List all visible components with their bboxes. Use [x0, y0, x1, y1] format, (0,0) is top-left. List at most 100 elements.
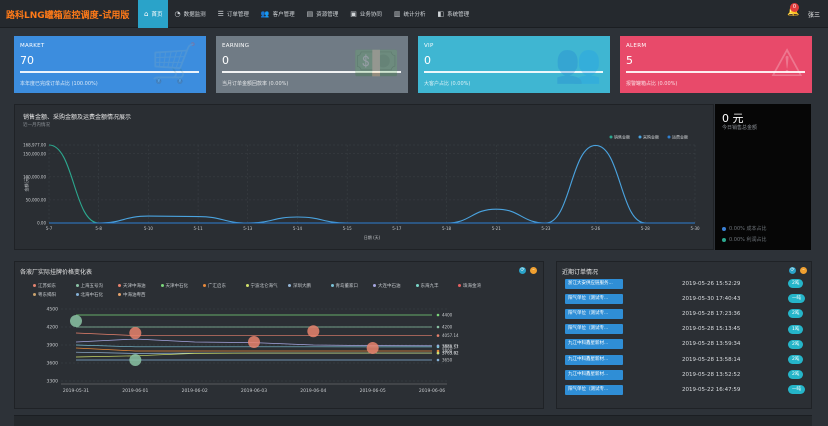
legend-marker — [245, 284, 249, 287]
price-legend-item[interactable]: 天津中海油 — [118, 283, 146, 289]
order-row[interactable]: 阳气单位（测试专... 2019-05-30 17:40:43 一吨 — [562, 292, 808, 305]
nav-item-users[interactable]: 👥 客户管理 — [255, 0, 301, 28]
order-customer-link[interactable]: 阳气单位（测试专... — [565, 384, 623, 395]
order-customer-link[interactable]: 九江中科鑫星新材... — [565, 354, 623, 365]
order-quantity-badge: 2吨 — [788, 355, 804, 364]
order-customer-link[interactable]: 九江中科鑫星新材... — [565, 369, 623, 380]
orders-title: 近期订单情况 — [562, 269, 599, 276]
series-line — [48, 144, 695, 224]
kpi-progress-bar — [20, 71, 199, 73]
nav-item-folder[interactable]: ▤ 资源管理 — [301, 0, 345, 28]
legend-marker — [75, 284, 79, 287]
price-marker-pin[interactable] — [70, 315, 82, 327]
collapse-icon[interactable]: – — [530, 267, 537, 274]
list-icon: ☰ — [217, 9, 224, 18]
price-marker-pin[interactable] — [248, 336, 260, 348]
legend-marker — [33, 293, 36, 296]
kpi-card-subtext: 本年度已完成订单占比 (100.00%) — [20, 81, 98, 87]
price-marker-pin[interactable] — [366, 342, 379, 354]
price-legend-item[interactable]: 深圳大鹏 — [288, 283, 311, 289]
profit-ratio-dot — [722, 237, 726, 242]
price-chart-panel: 各液厂实际挂牌价格变化表 ⟳ – 江苏如东 上海五号沟 天津中海油 天津中石化 广汇启东… — [14, 261, 544, 409]
nav-item-label: 订单管理 — [226, 12, 249, 18]
y-tick-label: 0.00 — [37, 221, 46, 226]
price-legend-item[interactable]: 天津中石化 — [160, 283, 188, 289]
order-time: 2019-05-28 13:58:14 — [682, 356, 741, 363]
order-time: 2019-05-28 13:59:34 — [682, 341, 741, 348]
price-legend-item[interactable]: 粤东揭阳 — [33, 292, 56, 298]
kpi-card-subtext: 报警罐箱占比 (0.00%) — [626, 81, 678, 87]
nav-item-label: 系统管理 — [447, 12, 470, 18]
x-tick-label: 2019-06-04 — [300, 388, 326, 394]
series-end-marker — [436, 351, 440, 355]
legend-marker — [33, 284, 36, 287]
series-end-label: 4400 — [442, 313, 453, 318]
series-end-label: 3650 — [442, 358, 453, 363]
x-tick-label: 5-21 — [492, 226, 502, 231]
x-tick-label: 5-30 — [690, 226, 700, 231]
price-legend-item[interactable]: 中海油粤西 — [118, 292, 146, 298]
legend-marker — [638, 135, 642, 139]
legend-label: 销售金额 — [614, 134, 630, 140]
order-customer-link[interactable]: 九江中科鑫星新材... — [565, 339, 623, 350]
order-row[interactable]: 阳气单位（测试专... 2019-05-28 17:23:36 2吨 — [562, 307, 808, 320]
price-legend-item[interactable]: 青岛董家口 — [330, 283, 358, 289]
legend-label: 深圳大鹏 — [293, 284, 311, 289]
price-legend-item[interactable]: 北海中石化 — [75, 292, 103, 298]
order-row[interactable]: 九江中科鑫星新材... 2019-05-28 13:59:34 2吨 — [562, 338, 808, 351]
order-row[interactable]: 浙江大安供应链服务... 2019-05-26 15:52:29 2吨 — [562, 277, 808, 290]
kpi-card-alerm[interactable]: ALERM 5 报警罐箱占比 (0.00%) ⚠ — [620, 36, 812, 93]
kpi-progress-bar — [222, 71, 401, 73]
price-marker-pin[interactable] — [129, 327, 142, 339]
legend-marker — [118, 284, 121, 287]
nav-item-settings[interactable]: ◧ 系统管理 — [432, 0, 476, 28]
order-customer-link[interactable]: 阳气单位（测试专... — [565, 308, 623, 319]
series-end-marker — [436, 349, 440, 353]
user-name[interactable]: 张三 — [808, 12, 821, 19]
price-legend-item[interactable]: 广汇启东 — [203, 283, 226, 289]
legend-marker — [609, 135, 613, 139]
order-time: 2019-05-22 16:47:59 — [682, 386, 741, 393]
refresh-icon[interactable]: ⟳ — [519, 267, 526, 274]
price-legend-item[interactable]: 江苏如东 — [33, 283, 56, 289]
nav-item-gauge[interactable]: ◔ 数据监测 — [168, 0, 211, 28]
nav-item-handshake[interactable]: ▣ 业务协同 — [344, 0, 388, 28]
refresh-icon[interactable]: ⟳ — [789, 267, 796, 274]
kpi-card-value: 5 — [626, 54, 633, 67]
kpi-card-vip[interactable]: VIP 0 大客户占比 (0.00%) 👥 — [418, 36, 610, 93]
order-row[interactable]: 九江中科鑫星新材... 2019-05-28 13:52:52 2吨 — [562, 368, 808, 381]
price-chart-title: 各液厂实际挂牌价格变化表 — [20, 269, 93, 276]
x-tick-label: 5-14 — [293, 226, 303, 231]
price-legend-item[interactable]: 宁波北仑海气 — [245, 283, 278, 289]
order-row[interactable]: 阳气单位（测试专... 2019-05-28 15:13:45 1吨 — [562, 323, 808, 336]
price-marker-pin[interactable] — [129, 354, 142, 366]
price-legend-item[interactable]: 上海五号沟 — [75, 283, 103, 289]
x-axis-label: 日期 (天) — [364, 234, 381, 240]
price-legend-item[interactable]: 东海九丰 — [415, 283, 439, 289]
users-icon: 👥 — [260, 9, 270, 18]
nav-item-home[interactable]: ⌂ 首页 — [138, 0, 169, 28]
nav-item-list[interactable]: ☰ 订单管理 — [212, 0, 255, 28]
nav-item-chart[interactable]: ▥ 统计分析 — [388, 0, 432, 28]
collapse-icon[interactable]: – — [800, 267, 807, 274]
order-customer-link[interactable]: 浙江大安供应链服务... — [565, 278, 623, 289]
series-end-label: 3800 — [442, 349, 453, 354]
cart-icon: 🛒 — [150, 41, 198, 85]
home-icon: ⌂ — [144, 9, 149, 18]
kpi-card-earning[interactable]: EARNING 0 当月订单金额回款率 (0.00%) 💵 — [216, 36, 408, 93]
kpi-card-subtext: 当月订单金额回款率 (0.00%) — [222, 81, 289, 87]
order-quantity-badge: 1吨 — [788, 324, 804, 334]
order-customer-link[interactable]: 阳气单位（测试专... — [565, 324, 623, 335]
kpi-card-label: VIP — [424, 43, 434, 49]
legend-label: 广汇启东 — [208, 284, 226, 289]
price-legend-item[interactable]: 大连中石油 — [373, 283, 401, 289]
kpi-card-market[interactable]: MARKET 70 本年度已完成订单占比 (100.00%) 🛒 — [14, 36, 206, 93]
order-row[interactable]: 九江中科鑫星新材... 2019-05-28 13:58:14 2吨 — [562, 353, 808, 366]
x-tick-label: 2019-06-05 — [360, 388, 386, 394]
order-row[interactable]: 阳气单位（测试专... 2019-05-22 16:47:59 一吨 — [562, 383, 808, 396]
order-quantity-badge: 2吨 — [788, 279, 804, 288]
order-customer-link[interactable]: 阳气单位（测试专... — [565, 293, 623, 304]
price-marker-pin[interactable] — [307, 325, 320, 338]
app-title[interactable]: 路科LNG罐箱监控调度-试用版 — [6, 11, 130, 21]
price-legend-item[interactable]: 珠海金湾 — [458, 283, 481, 289]
